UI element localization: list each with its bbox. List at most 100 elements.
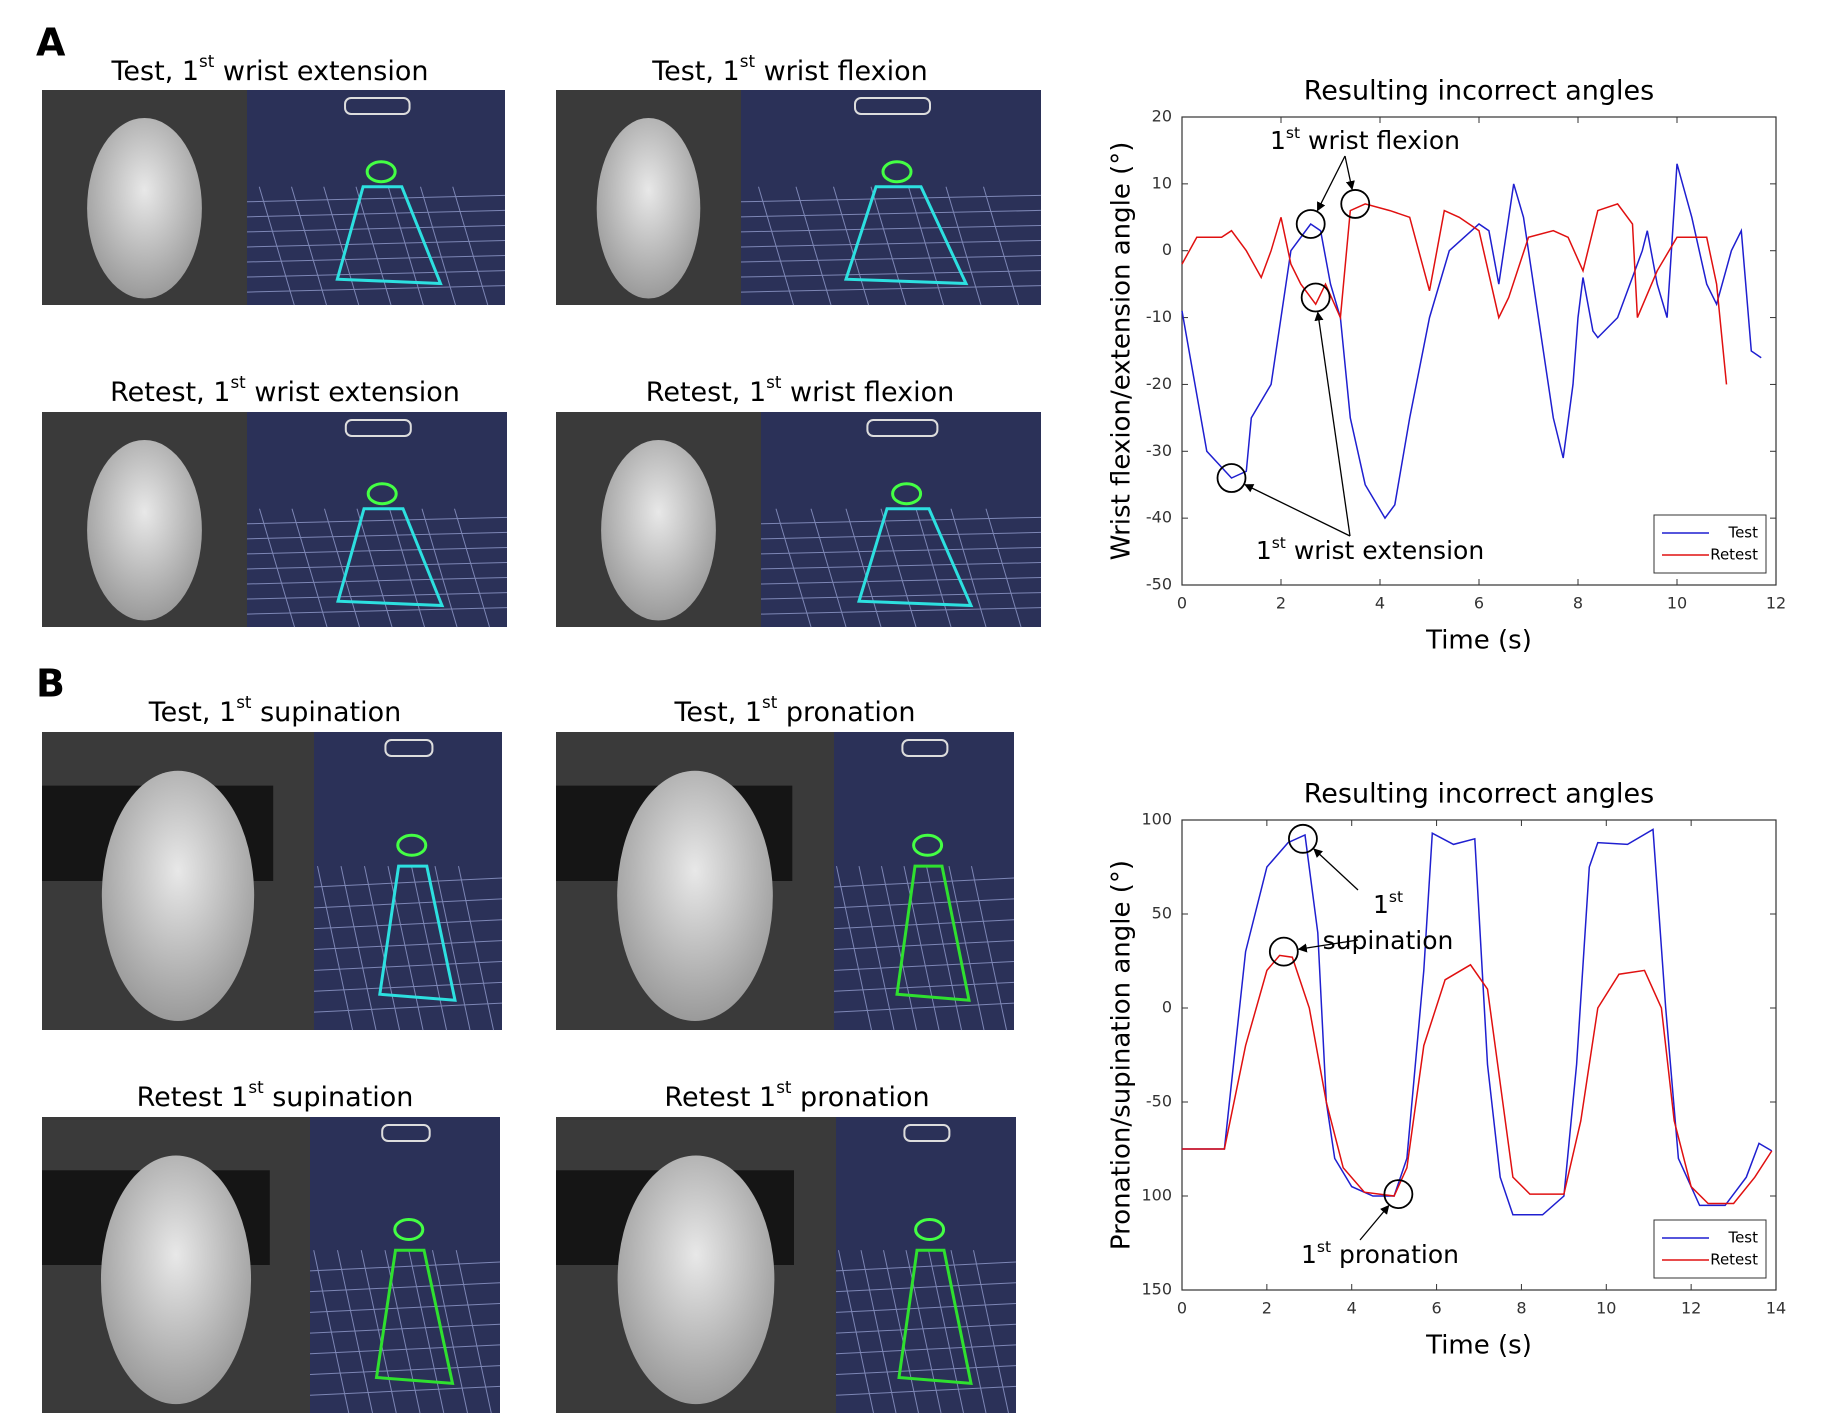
hand (601, 439, 716, 621)
grid (870, 186, 907, 306)
panel-label: A (36, 21, 66, 65)
x-tick-label: 8 (1516, 1299, 1526, 1318)
device (381, 1124, 431, 1142)
grid (740, 224, 1042, 233)
grid (246, 577, 508, 585)
grid (845, 508, 882, 628)
annotation: supination (1323, 926, 1454, 955)
text-piece: Test, 1 (111, 56, 200, 87)
superscript: st (199, 51, 215, 71)
text-piece: Retest 1 (137, 1082, 249, 1113)
hand (100, 1155, 252, 1405)
photo (42, 732, 503, 1031)
annotation: 1st (1373, 888, 1403, 920)
grid (432, 1250, 468, 1414)
tracking-view (314, 732, 502, 1030)
x-tick-label: 8 (1573, 594, 1583, 613)
tracking-view (247, 90, 505, 305)
x-axis-label: Time (s) (1425, 1331, 1532, 1361)
grid (833, 1002, 1015, 1013)
photo (556, 412, 1042, 628)
device (344, 419, 412, 437)
x-tick-label: 2 (1276, 594, 1286, 613)
skeleton (897, 1248, 973, 1386)
grid (313, 1002, 503, 1013)
grid (434, 865, 471, 1031)
grid (313, 940, 503, 951)
grid (246, 224, 506, 233)
grid (760, 577, 1042, 585)
annotation-arrow (1316, 155, 1346, 212)
x-tick-label: 6 (1474, 594, 1484, 613)
annotation-circle (1288, 823, 1318, 854)
y-axis-label: Pronation/supination angle (°) (1107, 860, 1137, 1250)
grid (246, 209, 506, 218)
grid (860, 1250, 897, 1414)
y-tick-label: 20 (1152, 107, 1172, 126)
photo-caption: Test, 1st wrist extension (111, 51, 429, 87)
y-tick-label: -10 (1146, 307, 1172, 326)
grid (835, 1302, 1017, 1313)
grid (760, 562, 1042, 570)
annotation: 1st wrist flexion (1270, 124, 1460, 156)
hand (87, 439, 202, 621)
annotation-arrow (1314, 311, 1351, 537)
grid (795, 186, 832, 306)
grid (246, 562, 508, 570)
grid (760, 531, 1042, 540)
superscript: st (1317, 1238, 1331, 1256)
grid (411, 865, 447, 1031)
grid (323, 186, 360, 306)
grid (915, 508, 952, 628)
skeleton (335, 185, 443, 286)
text-piece: wrist extension (1286, 536, 1484, 565)
data-line (1181, 163, 1762, 520)
x-tick-label: 4 (1347, 1299, 1357, 1318)
hand (101, 770, 255, 1022)
grid (985, 508, 1022, 628)
hand-model (365, 160, 397, 184)
skeleton (374, 1248, 455, 1386)
device (384, 739, 434, 757)
grid (740, 240, 1042, 248)
hand (617, 770, 773, 1022)
hand-model (881, 160, 913, 184)
skeleton (843, 185, 969, 286)
grid (313, 981, 503, 992)
tracking-view (761, 412, 1041, 627)
x-tick-label: 14 (1766, 1299, 1786, 1318)
grid (340, 865, 377, 1031)
annotation-circle (1216, 463, 1247, 493)
grid (421, 508, 458, 628)
grid (838, 1250, 874, 1414)
grid (309, 1344, 501, 1355)
grid (926, 865, 962, 1031)
text-piece: pronation (1331, 1240, 1459, 1269)
skeleton (895, 864, 971, 1002)
grid (356, 508, 393, 628)
grid (835, 1282, 1017, 1293)
grid (945, 186, 982, 306)
grid (950, 1250, 987, 1414)
y-tick-label: -50 (1146, 575, 1172, 594)
grid (950, 508, 987, 628)
grid (309, 1385, 501, 1396)
grid (835, 1385, 1017, 1396)
y-tick-label: 0 (1162, 240, 1172, 259)
x-tick-label: 12 (1681, 1299, 1701, 1318)
grid (364, 865, 400, 1031)
grid (833, 898, 1015, 909)
grid (760, 607, 1042, 615)
grid (420, 186, 456, 306)
grid (246, 194, 506, 203)
photo-caption: Retest, 1st wrist flexion (646, 372, 954, 408)
annotation-circle (1383, 1179, 1414, 1210)
grid (758, 186, 794, 306)
photo (556, 732, 1015, 1031)
superscript: st (1272, 534, 1286, 552)
grid (452, 186, 489, 306)
x-tick-label: 4 (1375, 594, 1385, 613)
grid (309, 1365, 501, 1376)
hand-model (396, 833, 428, 857)
plot-frame (1181, 819, 1777, 1291)
